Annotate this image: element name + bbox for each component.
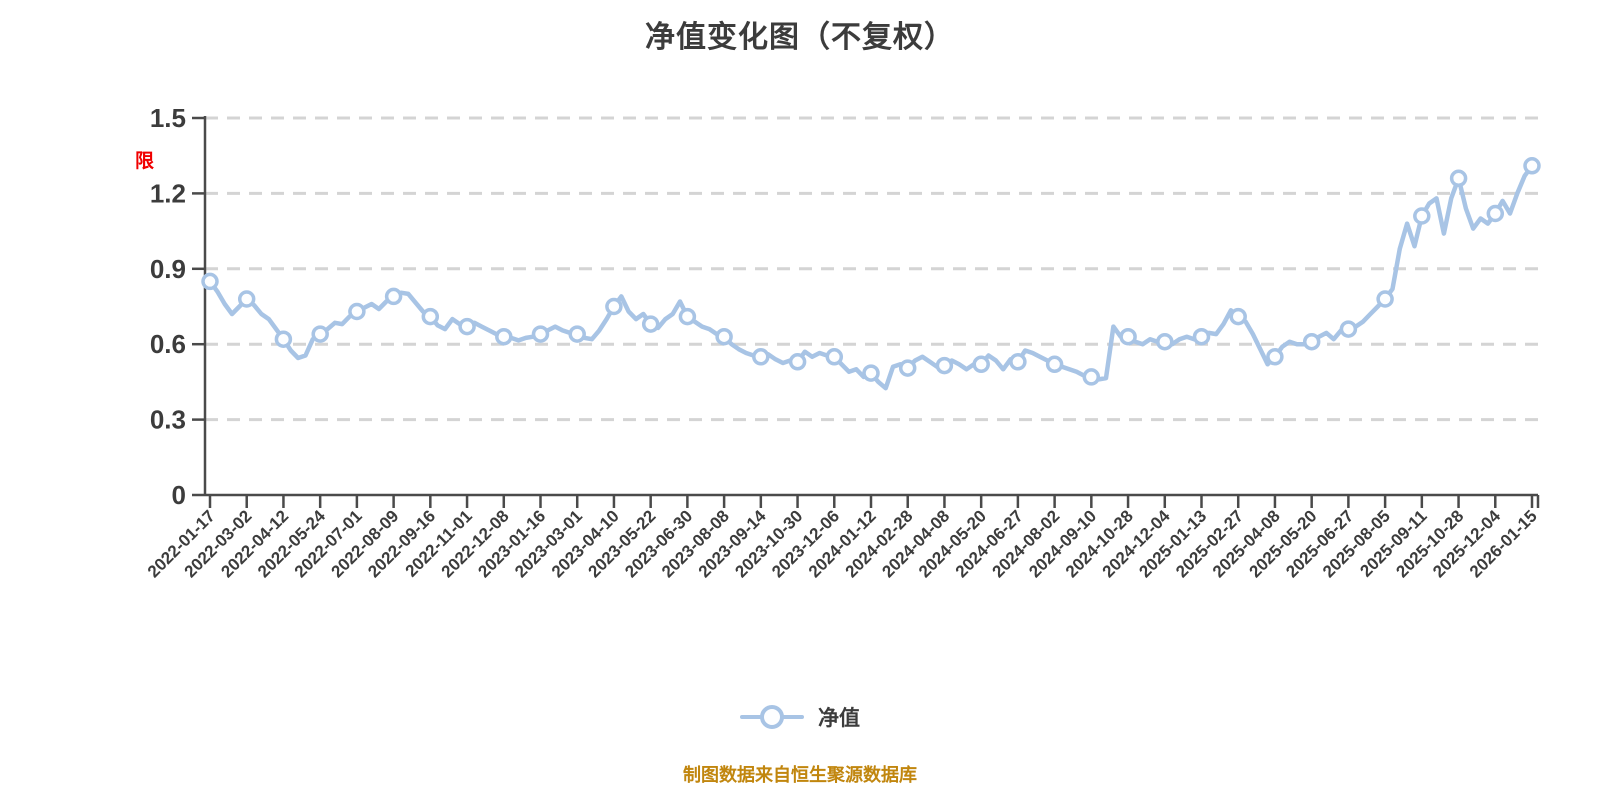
legend-item-netvalue[interactable]: 净值	[740, 702, 860, 732]
netvalue-series-line	[207, 163, 1535, 391]
data-point-marker[interactable]	[862, 364, 880, 382]
legend-label: 净值	[818, 707, 860, 730]
data-point-marker[interactable]	[1302, 332, 1321, 351]
legend-marker-icon	[760, 705, 784, 729]
y-tick-label: 1.2	[150, 178, 186, 208]
page-title: 净值变化图（不复权）	[645, 21, 955, 54]
y-axis-labels: 0 0.3 0.6 0.9 1.2 1.5	[150, 103, 186, 510]
data-point-marker[interactable]	[531, 325, 550, 343]
data-point-marker[interactable]	[568, 325, 586, 343]
data-point-marker[interactable]	[678, 307, 697, 326]
legend-mark	[740, 704, 804, 730]
data-point-marker[interactable]	[788, 353, 807, 371]
data-point-marker[interactable]	[201, 272, 219, 291]
data-point-marker[interactable]	[1192, 327, 1211, 346]
data-point-marker[interactable]	[1009, 353, 1027, 371]
data-point-marker[interactable]	[311, 325, 329, 343]
y-tick-label: 0.6	[150, 329, 186, 359]
data-point-marker[interactable]	[1376, 290, 1394, 308]
data-point-marker[interactable]	[1082, 368, 1101, 386]
data-point-marker[interactable]	[384, 287, 403, 306]
data-point-marker[interactable]	[1266, 348, 1284, 366]
data-point-marker[interactable]	[1229, 307, 1247, 326]
axes	[192, 116, 1540, 508]
data-point-marker[interactable]	[605, 297, 623, 316]
data-point-markers[interactable]	[201, 157, 1541, 386]
y-tick-label: 1.5	[150, 103, 186, 133]
data-point-marker[interactable]	[1045, 355, 1064, 374]
data-point-marker[interactable]	[825, 348, 844, 366]
data-point-marker[interactable]	[935, 356, 954, 375]
data-point-marker[interactable]	[752, 348, 770, 366]
data-point-marker[interactable]	[495, 327, 513, 346]
y-tick-label: 0.9	[150, 254, 186, 284]
data-point-marker[interactable]	[898, 359, 917, 377]
data-point-marker[interactable]	[237, 290, 256, 308]
legend: 净值	[0, 702, 1600, 732]
data-point-marker[interactable]	[1449, 169, 1468, 188]
y-tick-label: 0.3	[150, 405, 186, 435]
red-annotation: 限	[135, 151, 155, 172]
y-tick-label: 0	[172, 480, 186, 510]
data-point-marker[interactable]	[458, 317, 476, 336]
data-point-marker[interactable]	[348, 302, 366, 321]
data-point-marker[interactable]	[1523, 157, 1541, 175]
data-point-marker[interactable]	[1156, 332, 1174, 351]
data-point-marker[interactable]	[1486, 204, 1505, 223]
data-point-marker[interactable]	[1119, 327, 1137, 346]
chart-canvas[interactable]: 0 0.3 0.6 0.9 1.2 1.5 2022-01-172022-03-022022…	[0, 0, 1600, 660]
data-point-marker[interactable]	[1339, 320, 1358, 338]
data-point-marker[interactable]	[972, 355, 990, 374]
data-point-marker[interactable]	[641, 315, 660, 333]
footer-data-source: 制图数据来自恒生聚源数据库	[683, 765, 917, 785]
x-axis-labels: 2022-01-172022-03-022022-04-122022-05-24…	[144, 506, 1541, 581]
data-point-marker[interactable]	[274, 330, 293, 348]
data-point-marker[interactable]	[1413, 207, 1431, 225]
data-point-marker[interactable]	[715, 327, 733, 346]
data-point-marker[interactable]	[421, 307, 440, 326]
